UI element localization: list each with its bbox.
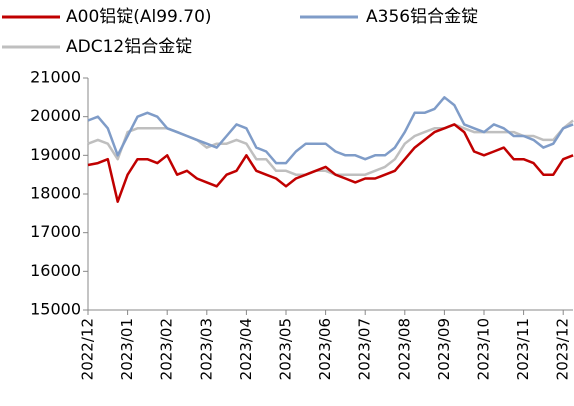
x-tick-label: 2023/05: [277, 318, 295, 380]
series-line: [87, 96, 574, 165]
legend-label: ADC12铝合金锭: [66, 37, 192, 57]
x-tick-label: 2023/08: [395, 318, 413, 380]
legend-label: A356铝合金锭: [366, 7, 478, 27]
y-tick-label: 17000: [30, 222, 81, 241]
x-tick-label: 2023/07: [356, 318, 374, 380]
x-tick-label: 2023/02: [158, 318, 176, 380]
x-tick-label: 2023/04: [237, 318, 255, 380]
series-line: [87, 123, 574, 203]
y-tick-label: 20000: [30, 106, 81, 125]
y-tick-label: 15000: [30, 300, 81, 319]
y-tick-label: 21000: [30, 68, 81, 87]
x-tick-label: 2023/12: [554, 318, 572, 380]
y-tick-label: 19000: [30, 145, 81, 164]
y-tick-label: 18000: [30, 184, 81, 203]
x-tick-label: 2023/11: [514, 318, 532, 380]
x-tick-label: 2023/03: [197, 318, 215, 380]
y-tick-label: 16000: [30, 261, 81, 280]
x-tick-label: 2023/06: [316, 318, 334, 380]
x-tick-label: 2023/10: [475, 318, 493, 380]
x-tick-label: 2023/09: [435, 318, 453, 380]
x-tick-label: 2022/12: [79, 318, 97, 380]
x-tick-label: 2023/01: [118, 318, 136, 380]
legend-label: A00铝锭(Al99.70): [66, 7, 212, 27]
